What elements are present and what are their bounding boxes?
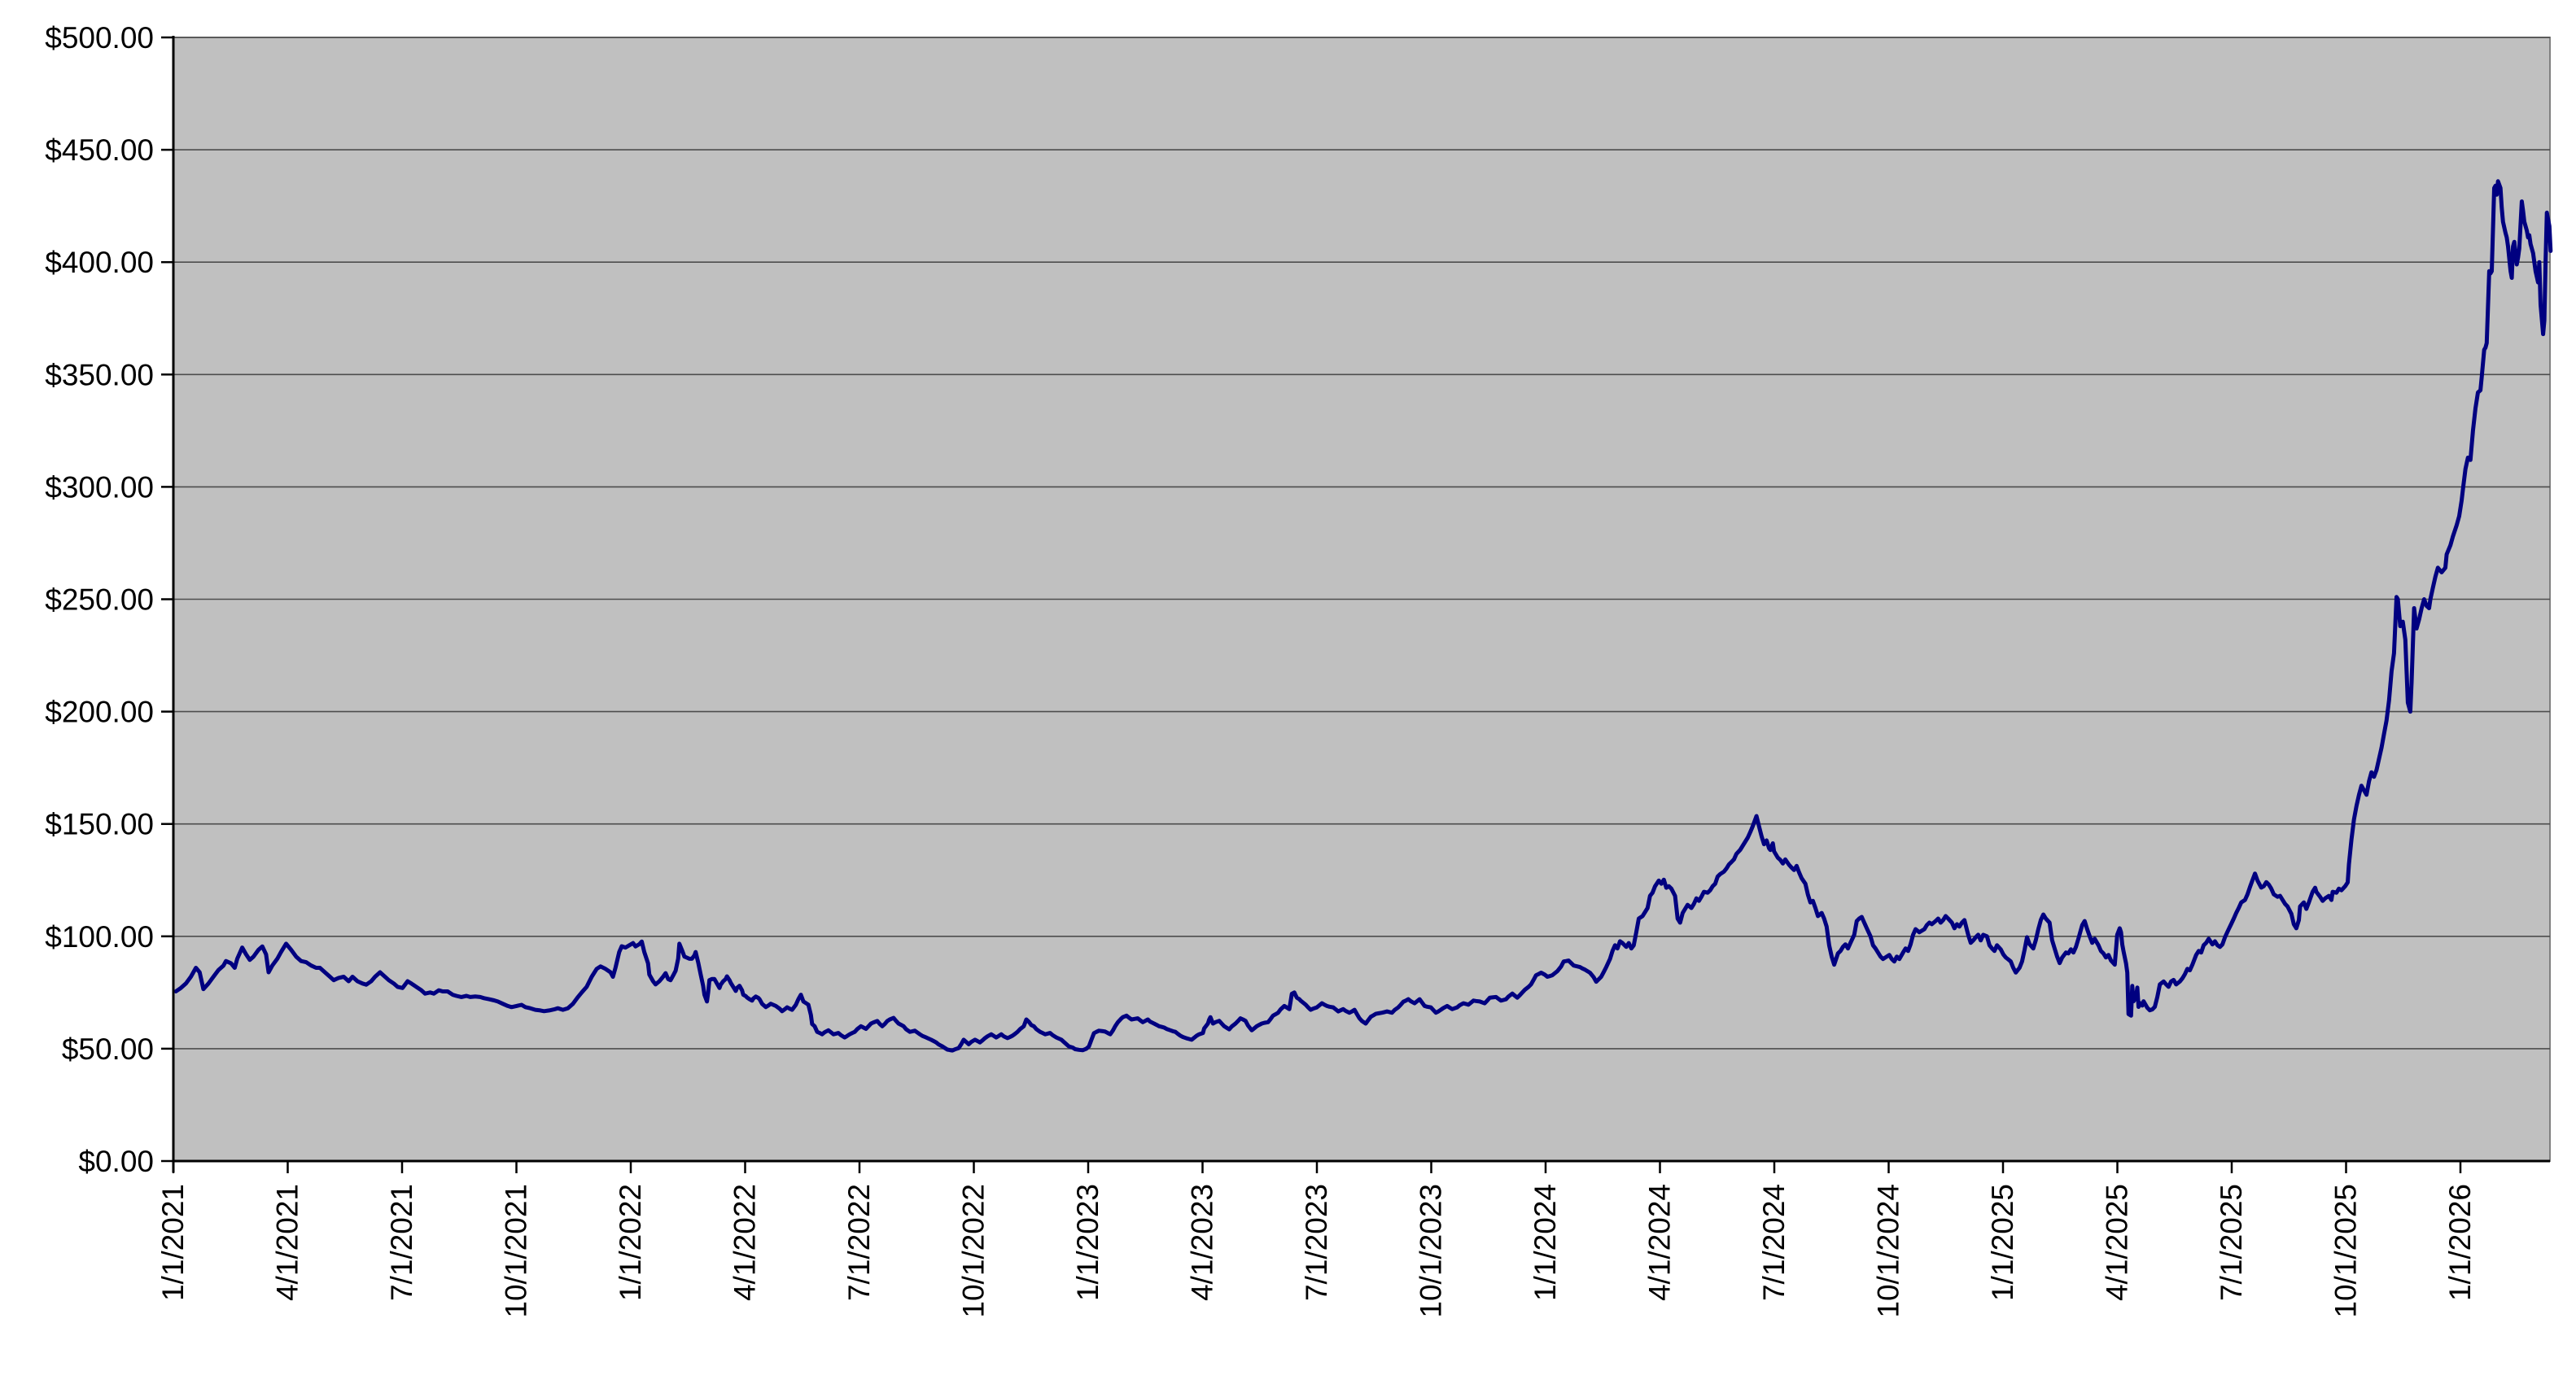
y-axis-label: $500.00 [45,21,154,55]
x-axis-label: 4/1/2025 [2101,1184,2134,1301]
y-axis-label: $300.00 [45,470,154,504]
x-axis-label: 1/1/2022 [614,1184,647,1301]
y-axis-labels: $0.00 $50.00 $100.00 $150.00 $200.00 $250.00 $… [45,21,154,1178]
x-axis-label: 10/1/2023 [1415,1184,1448,1318]
price-line [173,179,2553,1053]
x-axis-label: 1/1/2023 [1071,1184,1104,1301]
x-axis-label: 1/1/2024 [1529,1184,1562,1301]
x-axis-label: 7/1/2022 [842,1184,876,1301]
y-axis-label: $350.00 [45,358,154,391]
y-axis-label: $50.00 [62,1032,154,1066]
x-axis-label: 10/1/2022 [957,1184,991,1318]
price-series-line [173,179,2553,1053]
y-axis-label: $150.00 [45,808,154,841]
x-axis-label: 4/1/2022 [728,1184,762,1301]
gridlines [173,37,2550,1050]
x-axis-label: 1/1/2026 [2443,1184,2477,1301]
axes [161,36,2550,1173]
x-axis-label: 1/1/2021 [156,1184,190,1301]
x-axis-label: 10/1/2024 [1872,1184,1905,1318]
x-axis-label: 7/1/2021 [385,1184,418,1301]
x-axis-label: 1/1/2025 [1986,1184,2019,1301]
x-axis-label: 7/1/2023 [1300,1184,1333,1301]
y-axis-label: $100.00 [45,920,154,954]
x-axis-labels: 1/1/2021 4/1/2021 7/1/2021 10/1/2021 1/1/202… [156,1184,2477,1318]
y-axis-label: $200.00 [45,696,154,729]
x-axis-label: 10/1/2021 [500,1184,533,1318]
y-axis-label: $0.00 [78,1145,154,1178]
x-axis-label: 4/1/2021 [271,1184,304,1301]
y-axis-label: $450.00 [45,133,154,167]
x-axis-label: 4/1/2024 [1643,1184,1677,1301]
y-axis-label: $250.00 [45,583,154,617]
x-axis-label: 10/1/2025 [2329,1184,2363,1318]
x-axis-label: 7/1/2024 [1757,1184,1791,1301]
x-axis-label: 7/1/2025 [2215,1184,2248,1301]
y-axis-label: $400.00 [45,246,154,279]
x-axis-label: 4/1/2023 [1186,1184,1219,1301]
